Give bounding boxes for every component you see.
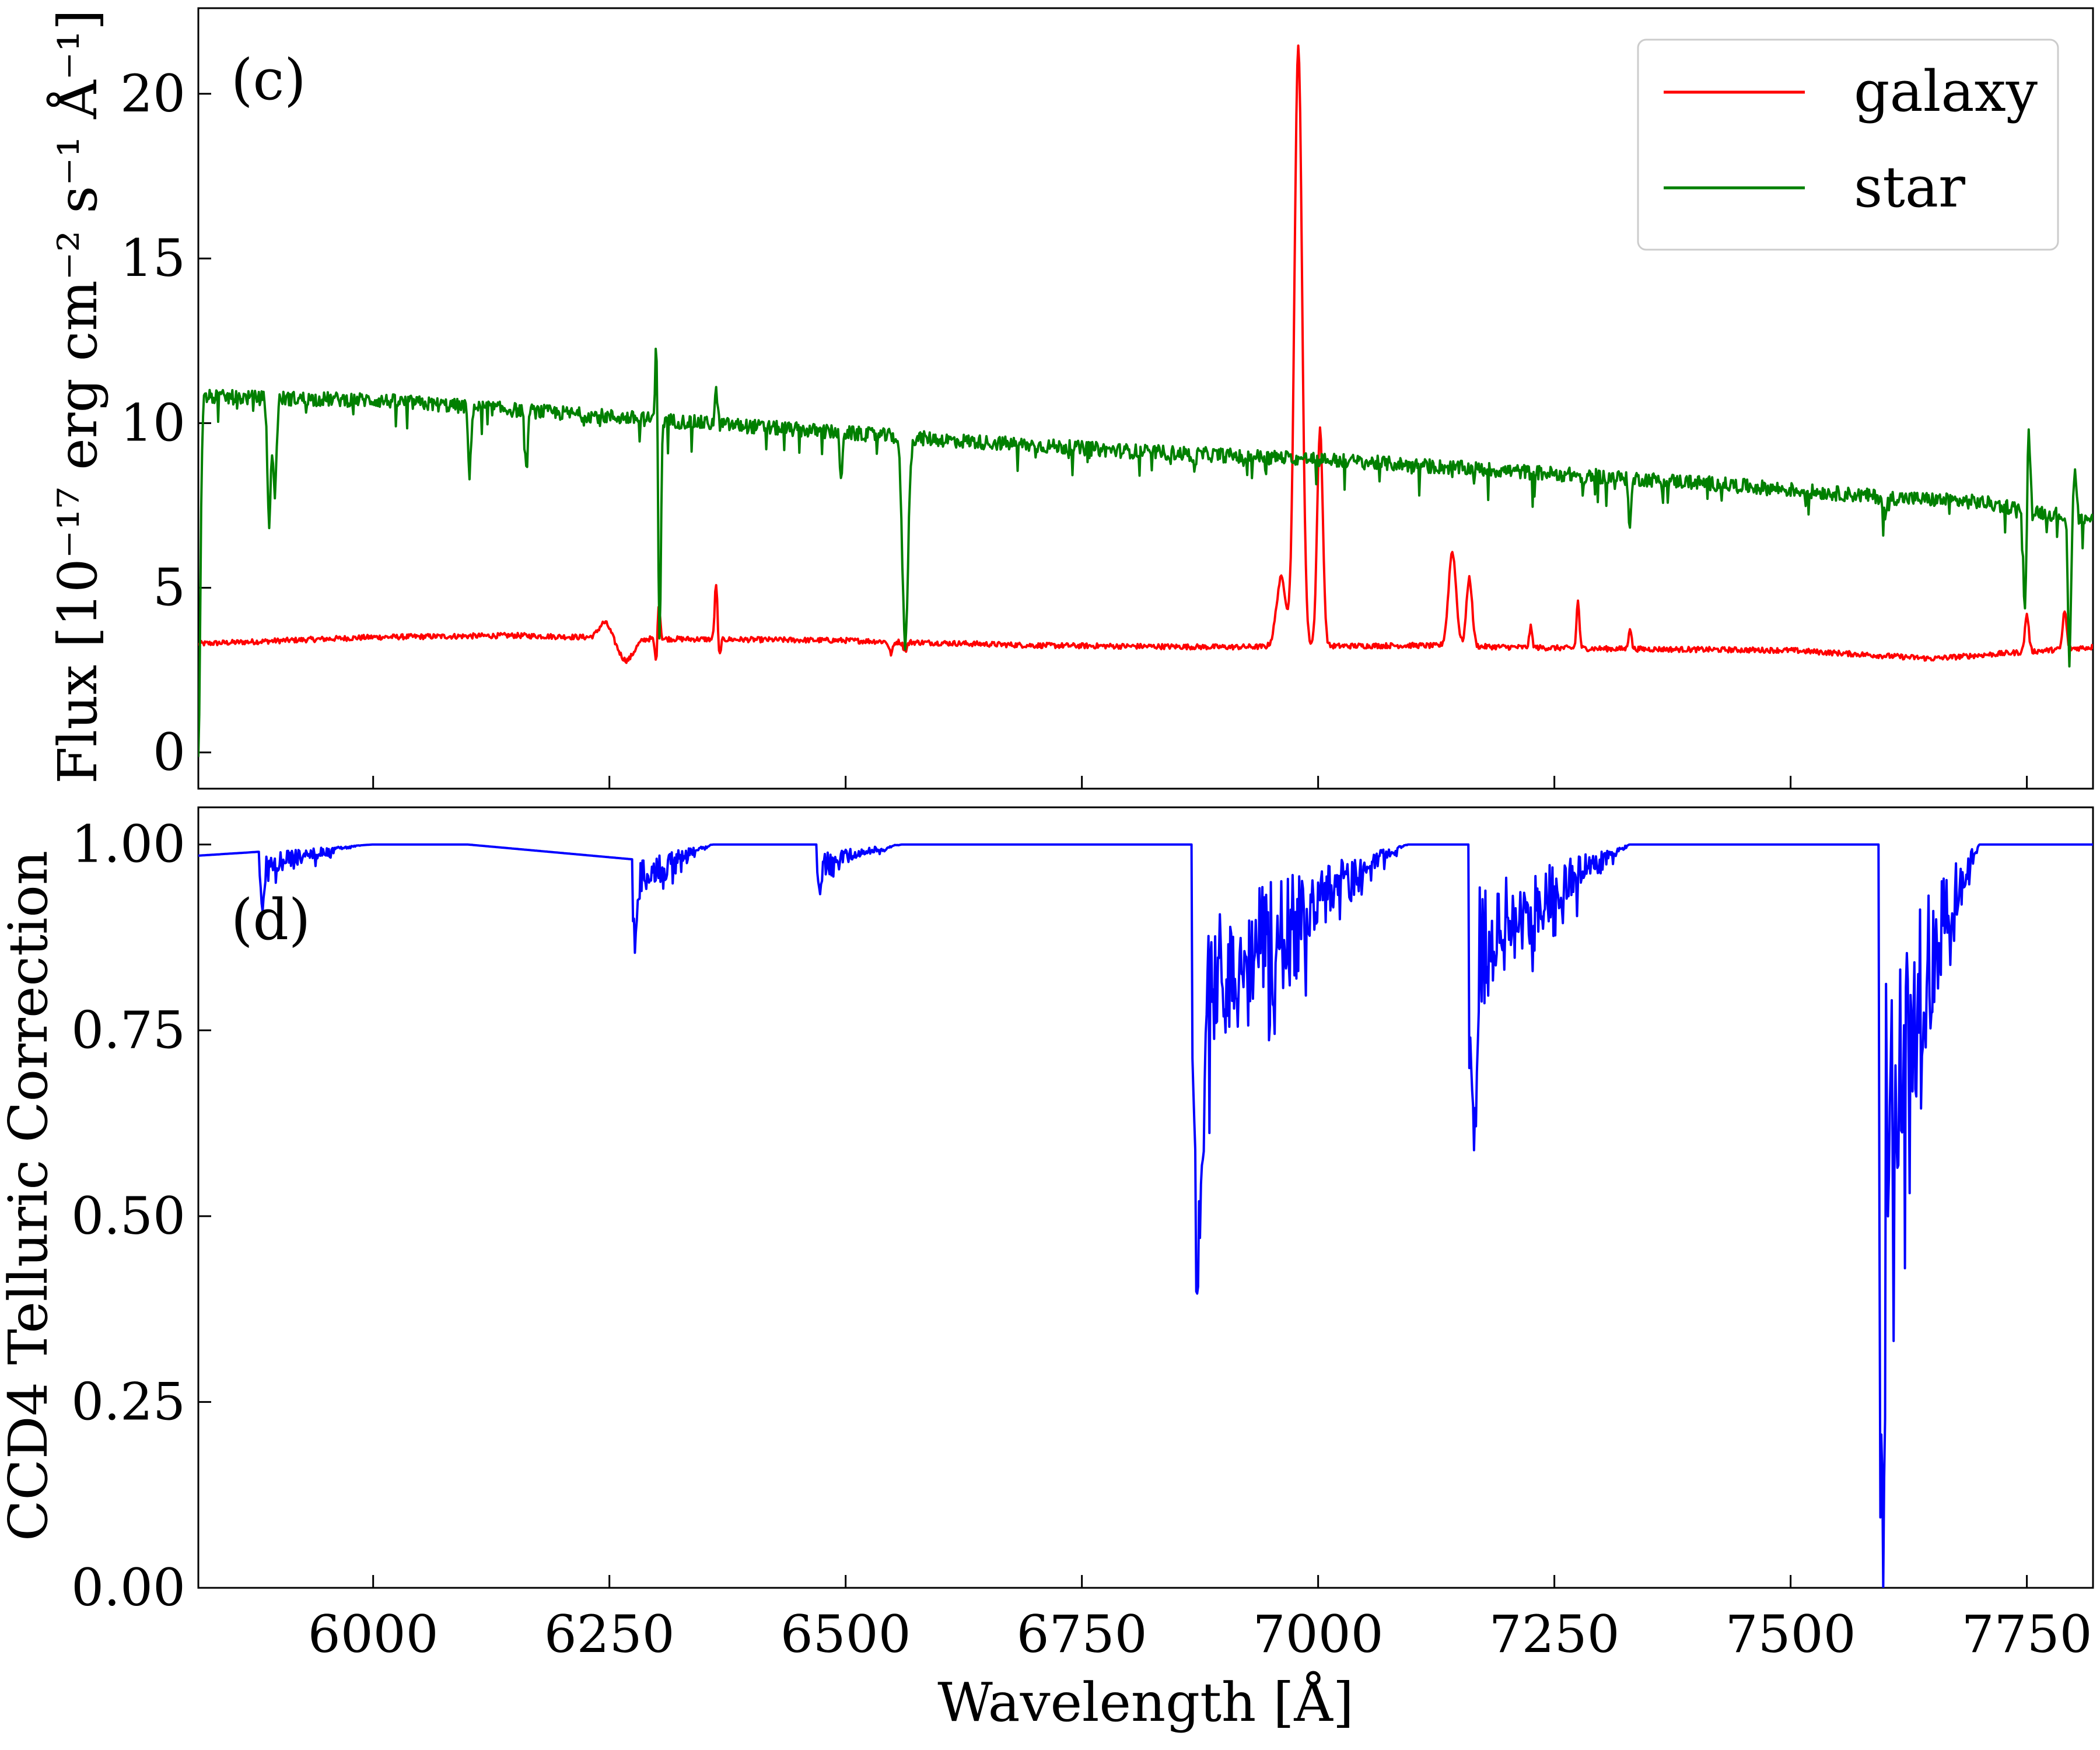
telluric-panel: 6000 6250 6500 6750 7000 7250 7500 7750 0.00 0.25… xyxy=(0,806,2094,1734)
x-tick-label: 6000 xyxy=(308,1604,439,1664)
wavelength-x-axis-label: Wavelength [Å] xyxy=(937,1671,1354,1734)
panel-label-d: (d) xyxy=(231,887,310,953)
series-line-star xyxy=(198,348,2093,757)
y-tick-label: 5 xyxy=(153,558,186,618)
x-tick-label: 7750 xyxy=(1962,1604,2092,1664)
x-tick-label: 7000 xyxy=(1253,1604,1384,1664)
y-tick-label: 20 xyxy=(120,64,186,124)
x-tick-label: 7500 xyxy=(1726,1604,1856,1664)
series-line-telluric xyxy=(198,843,2093,1588)
series-line-galaxy xyxy=(198,44,2093,664)
legend-star-label: star xyxy=(1854,155,1965,220)
telluric-plot-frame xyxy=(197,806,2094,1589)
telluric-y-axis-label: CCD4 Telluric Correction xyxy=(0,850,60,1541)
x-tick-label: 6750 xyxy=(1017,1604,1147,1664)
flux-panel-series xyxy=(198,44,2093,757)
y-tick-label: 0.50 xyxy=(71,1186,186,1246)
flux-panel: 0 5 10 15 20 (c) Flux [10⁻¹⁷ erg cm⁻² s⁻¹ Å⁻… xyxy=(46,7,2094,790)
legend-galaxy-label: galaxy xyxy=(1854,59,2038,124)
y-tick-label: 0.00 xyxy=(71,1558,186,1618)
y-tick-label: 15 xyxy=(120,228,186,288)
y-tick-label: 0 xyxy=(153,722,186,782)
y-tick-label: 0.25 xyxy=(71,1371,186,1432)
x-tick-label: 6500 xyxy=(780,1604,911,1664)
y-tick-label: 10 xyxy=(120,393,186,453)
flux-panel-ticks: 0 5 10 15 20 xyxy=(120,64,2028,789)
panel-label-c: (c) xyxy=(231,47,306,113)
telluric-panel-ticks: 6000 6250 6500 6750 7000 7250 7500 7750 0.00 0.25… xyxy=(71,814,2092,1664)
flux-y-axis-label: Flux [10⁻¹⁷ erg cm⁻² s⁻¹ Å⁻¹] xyxy=(46,9,109,784)
x-tick-label: 7250 xyxy=(1489,1604,1620,1664)
flux-plot-frame xyxy=(197,7,2094,790)
y-tick-label: 1.00 xyxy=(71,814,186,874)
telluric-panel-series xyxy=(198,843,2093,1588)
x-tick-label: 6250 xyxy=(544,1604,675,1664)
y-tick-label: 0.75 xyxy=(71,1000,186,1060)
legend: galaxy star xyxy=(1637,38,2059,251)
